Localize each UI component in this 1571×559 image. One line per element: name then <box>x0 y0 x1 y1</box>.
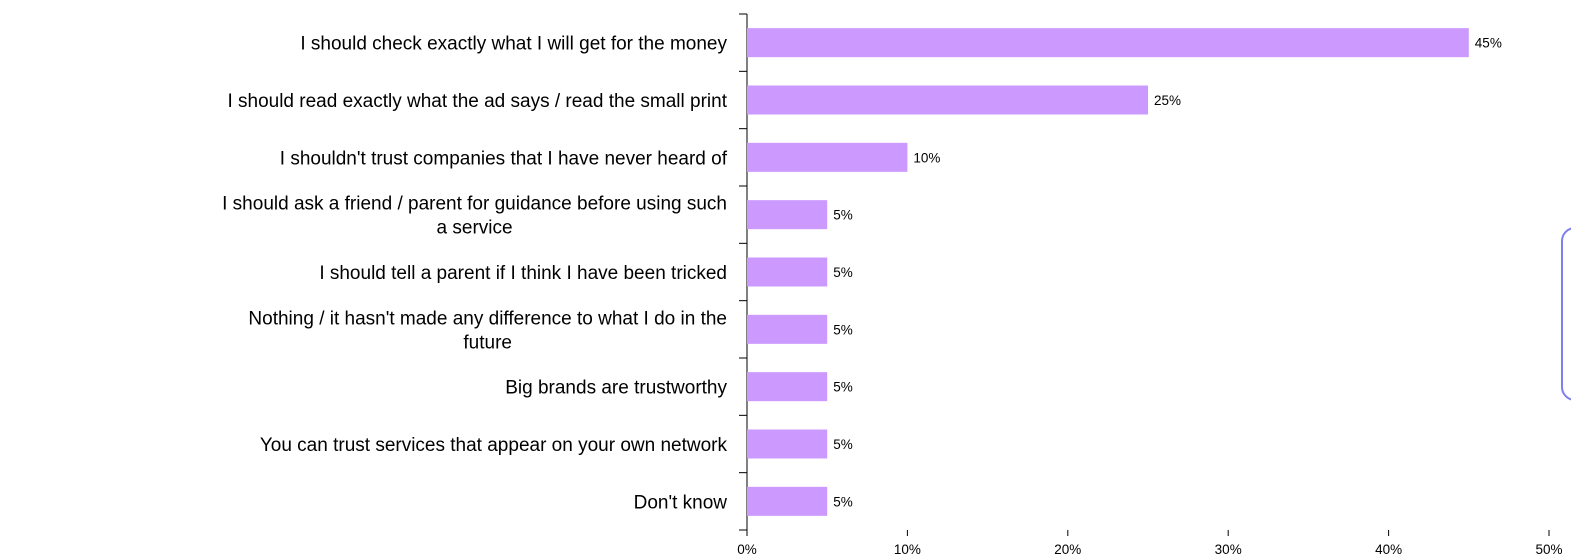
data-label: 5% <box>833 437 853 452</box>
chart-bars <box>747 28 1469 516</box>
category-label: Don't know <box>634 492 728 513</box>
data-label: 5% <box>833 265 853 280</box>
bar <box>747 85 1148 115</box>
bar <box>747 28 1469 58</box>
value-labels: 45% 25% 10% 5% 5% 5% 5% 5% 5% <box>833 36 1502 510</box>
bar <box>747 429 828 459</box>
category-label: I shouldn't trust companies that I have … <box>280 148 728 169</box>
x-tick-label: 20% <box>1054 542 1081 557</box>
x-tick-label: 0% <box>737 542 757 557</box>
x-tick-label: 30% <box>1215 542 1242 557</box>
bar <box>747 257 828 287</box>
x-tick-label: 40% <box>1375 542 1402 557</box>
category-labels: I should check exactly what I will get f… <box>222 34 728 514</box>
bar <box>747 200 828 230</box>
data-label: 45% <box>1475 36 1502 51</box>
category-label: I should check exactly what I will get f… <box>300 34 727 55</box>
data-label: 5% <box>833 208 853 223</box>
bar <box>747 372 828 402</box>
data-label: 5% <box>833 494 853 509</box>
data-label: 5% <box>833 322 853 337</box>
x-tick-label: 50% <box>1535 542 1562 557</box>
bar <box>747 314 828 344</box>
category-label: Nothing / it hasn't made any difference … <box>248 308 727 353</box>
side-panel-edge <box>1561 227 1571 401</box>
data-label: 10% <box>913 150 940 165</box>
bar <box>747 142 908 172</box>
x-tick-labels: 0% 10% 20% 30% 40% 50% <box>737 542 1562 557</box>
category-label: Big brands are trustworthy <box>505 378 727 399</box>
category-label: You can trust services that appear on yo… <box>260 435 728 456</box>
x-tick-label: 10% <box>894 542 921 557</box>
category-label: I should tell a parent if I think I have… <box>319 263 727 284</box>
data-label: 5% <box>833 380 853 395</box>
category-label: I should ask a friend / parent for guida… <box>222 194 727 239</box>
category-label: I should read exactly what the ad says /… <box>227 91 727 112</box>
data-label: 25% <box>1154 93 1181 108</box>
bar <box>747 486 828 516</box>
